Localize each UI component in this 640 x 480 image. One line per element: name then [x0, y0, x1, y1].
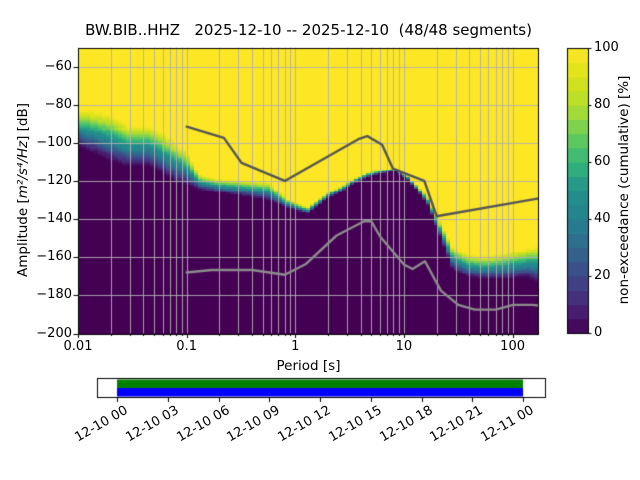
y-tick-label: −180	[36, 287, 72, 303]
colorbar-tick-label: 80	[594, 97, 611, 112]
x-tick-label: 0.01	[63, 339, 93, 354]
x-tick-label: 10	[395, 339, 413, 354]
y-tick-label: −120	[36, 172, 72, 188]
colorbar-tick-label: 60	[594, 154, 611, 169]
x-tick-label: 0.1	[176, 339, 197, 354]
x-tick-label: 100	[500, 339, 525, 354]
y-tick-label: −140	[36, 211, 72, 227]
colorbar-tick-label: 40	[594, 211, 611, 226]
y-tick-label: −100	[36, 134, 72, 150]
y-tick-label: −60	[44, 58, 72, 74]
colorbar-tick-label: 0	[594, 325, 603, 340]
x-tick-label: 1	[291, 339, 300, 354]
y-tick-label: −160	[36, 249, 72, 265]
colorbar-tick-label: 100	[594, 40, 619, 55]
y-tick-label: −80	[44, 96, 72, 112]
plot-title: BW.BIB..HHZ 2025-12-10 -- 2025-12-10 (48…	[85, 21, 532, 39]
x-axis-label: Period [s]	[276, 358, 341, 374]
y-tick-label: −200	[36, 325, 72, 341]
colorbar-tick-label: 20	[594, 268, 611, 283]
